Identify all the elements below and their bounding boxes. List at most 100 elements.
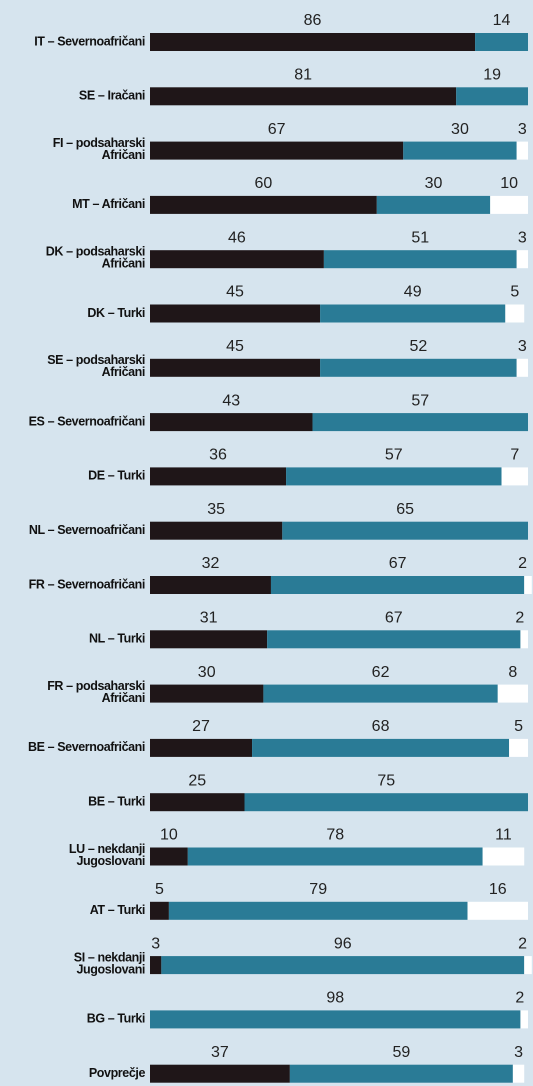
- bar-segment: [150, 1010, 521, 1029]
- value-label: 62: [372, 664, 390, 681]
- bar-segment: [501, 467, 528, 486]
- category-label: BG – Turki: [87, 1012, 145, 1026]
- bar-segment: [376, 195, 491, 214]
- value-label: 81: [294, 67, 312, 84]
- value-label: 68: [372, 718, 390, 735]
- value-label: 3: [151, 935, 160, 952]
- value-label: 86: [304, 12, 322, 29]
- bar-segment: [150, 358, 321, 377]
- category-label: FR – podsaharski: [47, 679, 145, 693]
- bar-segment: [320, 304, 506, 323]
- value-label: 2: [515, 990, 524, 1007]
- bar-segment: [512, 1064, 525, 1083]
- bar-segment: [475, 33, 528, 51]
- bar-segment: [150, 304, 321, 323]
- bar-segment: [150, 413, 313, 432]
- category-label: BE – Turki: [88, 794, 145, 808]
- value-label: 5: [510, 284, 519, 301]
- bar-segment: [524, 956, 532, 975]
- value-label: 19: [483, 67, 501, 84]
- value-label: 30: [425, 175, 443, 192]
- bar-segment: [150, 576, 271, 594]
- bar-segment: [263, 684, 498, 703]
- bar-segment: [150, 521, 283, 540]
- bar-segment: [312, 413, 528, 432]
- value-label: 3: [514, 1044, 523, 1061]
- bar-segment: [286, 467, 502, 486]
- category-label: Afričani: [102, 691, 145, 705]
- bar-segment: [320, 358, 517, 377]
- category-label: FI – podsaharski: [53, 136, 145, 150]
- bar-segment: [150, 738, 253, 757]
- category-label: MT – Afričani: [72, 197, 145, 211]
- value-label: 45: [226, 284, 244, 301]
- bar-segment: [150, 684, 264, 703]
- value-label: 30: [451, 121, 469, 138]
- category-label: DK – podsaharski: [46, 244, 145, 258]
- value-label: 10: [500, 175, 518, 192]
- bar-segment: [403, 141, 517, 160]
- category-label: Afričani: [102, 256, 145, 270]
- bar-segment: [187, 847, 483, 866]
- bar-segment: [150, 1064, 290, 1083]
- category-label: SI – nekdanji: [74, 950, 145, 964]
- bar-segment: [244, 793, 528, 812]
- value-label: 3: [518, 121, 527, 138]
- bar-segment: [482, 847, 525, 866]
- category-label: ES – Severnoafričani: [29, 414, 145, 428]
- value-label: 43: [222, 392, 240, 409]
- category-label: IT – Severnoafričani: [34, 34, 145, 48]
- value-label: 46: [228, 229, 246, 246]
- bar-segment: [267, 630, 521, 649]
- bar-segment: [516, 358, 528, 377]
- category-label: SE – Iračani: [79, 89, 145, 103]
- value-label: 16: [489, 881, 507, 898]
- bar-segment: [150, 33, 476, 51]
- value-label: 51: [411, 229, 429, 246]
- value-label: 30: [198, 664, 216, 681]
- value-label: 75: [377, 772, 395, 789]
- value-label: 67: [268, 121, 286, 138]
- value-label: 36: [209, 447, 227, 464]
- bar-segment: [150, 250, 324, 269]
- value-label: 65: [396, 501, 414, 518]
- value-label: 2: [515, 610, 524, 627]
- category-label: Povprečje: [89, 1066, 146, 1080]
- bar-segment: [150, 195, 377, 214]
- bar-segment: [150, 847, 188, 866]
- value-label: 8: [508, 664, 517, 681]
- category-label: DE – Turki: [88, 469, 145, 483]
- bar-segment: [524, 576, 532, 594]
- value-label: 45: [226, 338, 244, 355]
- bar-segment: [456, 87, 528, 106]
- category-label: BE – Severnoafričani: [28, 740, 145, 754]
- value-label: 60: [255, 175, 273, 192]
- bar-segment: [516, 250, 528, 269]
- value-label: 57: [411, 392, 429, 409]
- bar-segment: [150, 467, 287, 486]
- bar-segment: [289, 1064, 513, 1083]
- value-label: 2: [518, 555, 527, 572]
- value-label: 3: [518, 229, 527, 246]
- value-label: 59: [392, 1044, 410, 1061]
- bar-segment: [168, 901, 468, 920]
- bar-segment: [161, 956, 525, 975]
- bar-segment: [467, 901, 528, 920]
- value-label: 27: [192, 718, 210, 735]
- value-label: 67: [385, 610, 403, 627]
- bar-segment: [150, 956, 162, 975]
- category-label: DK – Turki: [87, 306, 145, 320]
- category-label: Afričani: [102, 148, 145, 162]
- value-label: 67: [389, 555, 407, 572]
- bar-segment: [497, 684, 528, 703]
- category-label: FR – Severnoafričani: [29, 577, 145, 591]
- value-label: 37: [211, 1044, 229, 1061]
- category-label: Jugoslovani: [76, 962, 145, 976]
- value-label: 96: [334, 935, 352, 952]
- value-label: 25: [188, 772, 206, 789]
- value-label: 49: [404, 284, 422, 301]
- bar-segment: [505, 304, 525, 323]
- value-label: 3: [518, 338, 527, 355]
